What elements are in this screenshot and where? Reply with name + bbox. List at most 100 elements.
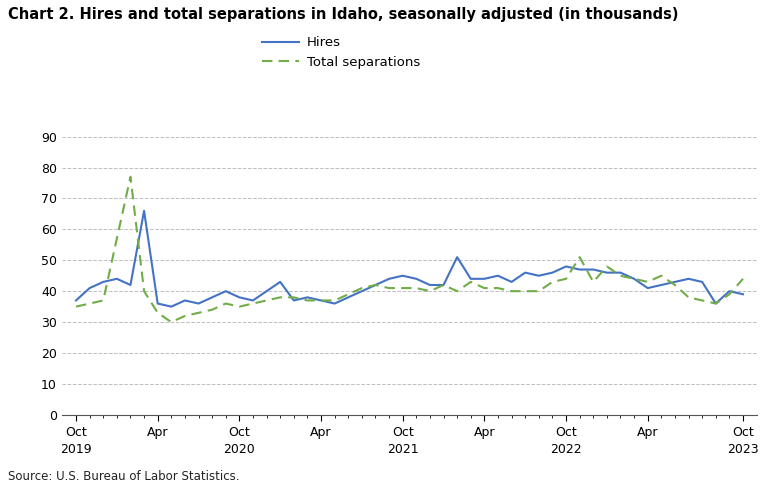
Hires bbox=[85, 285, 94, 291]
Text: Apr: Apr bbox=[637, 426, 658, 439]
Total separations bbox=[575, 254, 584, 260]
Total separations bbox=[289, 294, 299, 300]
Hires bbox=[548, 270, 557, 276]
Total separations bbox=[711, 301, 721, 306]
Total separations bbox=[370, 282, 380, 288]
Hires bbox=[235, 294, 244, 300]
Hires bbox=[739, 291, 748, 297]
Line: Hires: Hires bbox=[76, 211, 743, 306]
Total separations bbox=[262, 298, 271, 304]
Hires bbox=[343, 294, 353, 300]
Hires bbox=[493, 273, 502, 279]
Hires bbox=[575, 266, 584, 272]
Text: 2023: 2023 bbox=[727, 443, 759, 456]
Hires bbox=[697, 279, 707, 285]
Hires bbox=[370, 282, 380, 288]
Hires bbox=[71, 298, 80, 304]
Hires bbox=[262, 288, 271, 294]
Hires bbox=[98, 279, 108, 285]
Hires bbox=[153, 301, 162, 306]
Hires bbox=[711, 301, 721, 306]
Line: Total separations: Total separations bbox=[76, 177, 743, 322]
Text: Apr: Apr bbox=[310, 426, 332, 439]
Hires bbox=[180, 298, 190, 304]
Hires bbox=[303, 294, 312, 300]
Total separations bbox=[629, 276, 639, 282]
Total separations bbox=[725, 291, 734, 297]
Total separations bbox=[221, 301, 230, 306]
Text: 2022: 2022 bbox=[550, 443, 582, 456]
Total separations bbox=[85, 301, 94, 306]
Total separations bbox=[167, 319, 176, 325]
Total separations bbox=[235, 304, 244, 309]
Hires bbox=[194, 301, 204, 306]
Hires bbox=[670, 279, 679, 285]
Hires bbox=[167, 304, 176, 309]
Total separations bbox=[480, 285, 489, 291]
Total separations bbox=[657, 273, 666, 279]
Hires bbox=[140, 208, 149, 214]
Hires bbox=[520, 270, 530, 276]
Hires bbox=[480, 276, 489, 282]
Total separations bbox=[357, 285, 367, 291]
Total separations bbox=[153, 310, 162, 316]
Text: 2021: 2021 bbox=[387, 443, 419, 456]
Hires bbox=[439, 282, 448, 288]
Hires bbox=[657, 282, 666, 288]
Text: Oct: Oct bbox=[66, 426, 87, 439]
Total separations bbox=[398, 285, 407, 291]
Total separations bbox=[670, 282, 679, 288]
Hires bbox=[725, 288, 734, 294]
Hires bbox=[534, 273, 544, 279]
Text: Oct: Oct bbox=[732, 426, 753, 439]
Hires bbox=[398, 273, 407, 279]
Hires bbox=[589, 266, 598, 272]
Hires bbox=[452, 254, 462, 260]
Total separations bbox=[507, 288, 516, 294]
Hires bbox=[615, 270, 625, 276]
Total separations bbox=[98, 298, 108, 304]
Total separations bbox=[589, 279, 598, 285]
Hires bbox=[684, 276, 693, 282]
Total separations bbox=[684, 294, 693, 300]
Total separations bbox=[697, 298, 707, 304]
Hires bbox=[602, 270, 612, 276]
Total separations bbox=[439, 282, 448, 288]
Total separations bbox=[562, 276, 571, 282]
Total separations bbox=[425, 288, 434, 294]
Total separations bbox=[534, 288, 544, 294]
Hires bbox=[412, 276, 421, 282]
Total separations bbox=[126, 174, 135, 180]
Hires bbox=[289, 298, 299, 304]
Total separations bbox=[602, 264, 612, 269]
Text: Chart 2. Hires and total separations in Idaho, seasonally adjusted (in thousands: Chart 2. Hires and total separations in … bbox=[8, 7, 679, 22]
Total separations bbox=[71, 304, 80, 309]
Text: Apr: Apr bbox=[473, 426, 495, 439]
Hires bbox=[357, 288, 367, 294]
Total separations bbox=[643, 279, 652, 285]
Text: Apr: Apr bbox=[147, 426, 168, 439]
Hires bbox=[507, 279, 516, 285]
Hires bbox=[425, 282, 434, 288]
Text: Source: U.S. Bureau of Labor Statistics.: Source: U.S. Bureau of Labor Statistics. bbox=[8, 470, 239, 483]
Total separations bbox=[317, 298, 326, 304]
Hires bbox=[221, 288, 230, 294]
Text: 2019: 2019 bbox=[60, 443, 92, 456]
Hires bbox=[275, 279, 285, 285]
Hires bbox=[385, 276, 394, 282]
Hires bbox=[466, 276, 476, 282]
Total separations bbox=[520, 288, 530, 294]
Hires bbox=[562, 264, 571, 269]
Total separations bbox=[275, 294, 285, 300]
Total separations bbox=[303, 298, 312, 304]
Hires bbox=[248, 298, 257, 304]
Total separations bbox=[412, 285, 421, 291]
Legend: Hires, Total separations: Hires, Total separations bbox=[257, 31, 425, 74]
Total separations bbox=[739, 276, 748, 282]
Total separations bbox=[385, 285, 394, 291]
Total separations bbox=[180, 313, 190, 319]
Text: Oct: Oct bbox=[229, 426, 250, 439]
Total separations bbox=[452, 288, 462, 294]
Hires bbox=[317, 298, 326, 304]
Total separations bbox=[194, 310, 204, 316]
